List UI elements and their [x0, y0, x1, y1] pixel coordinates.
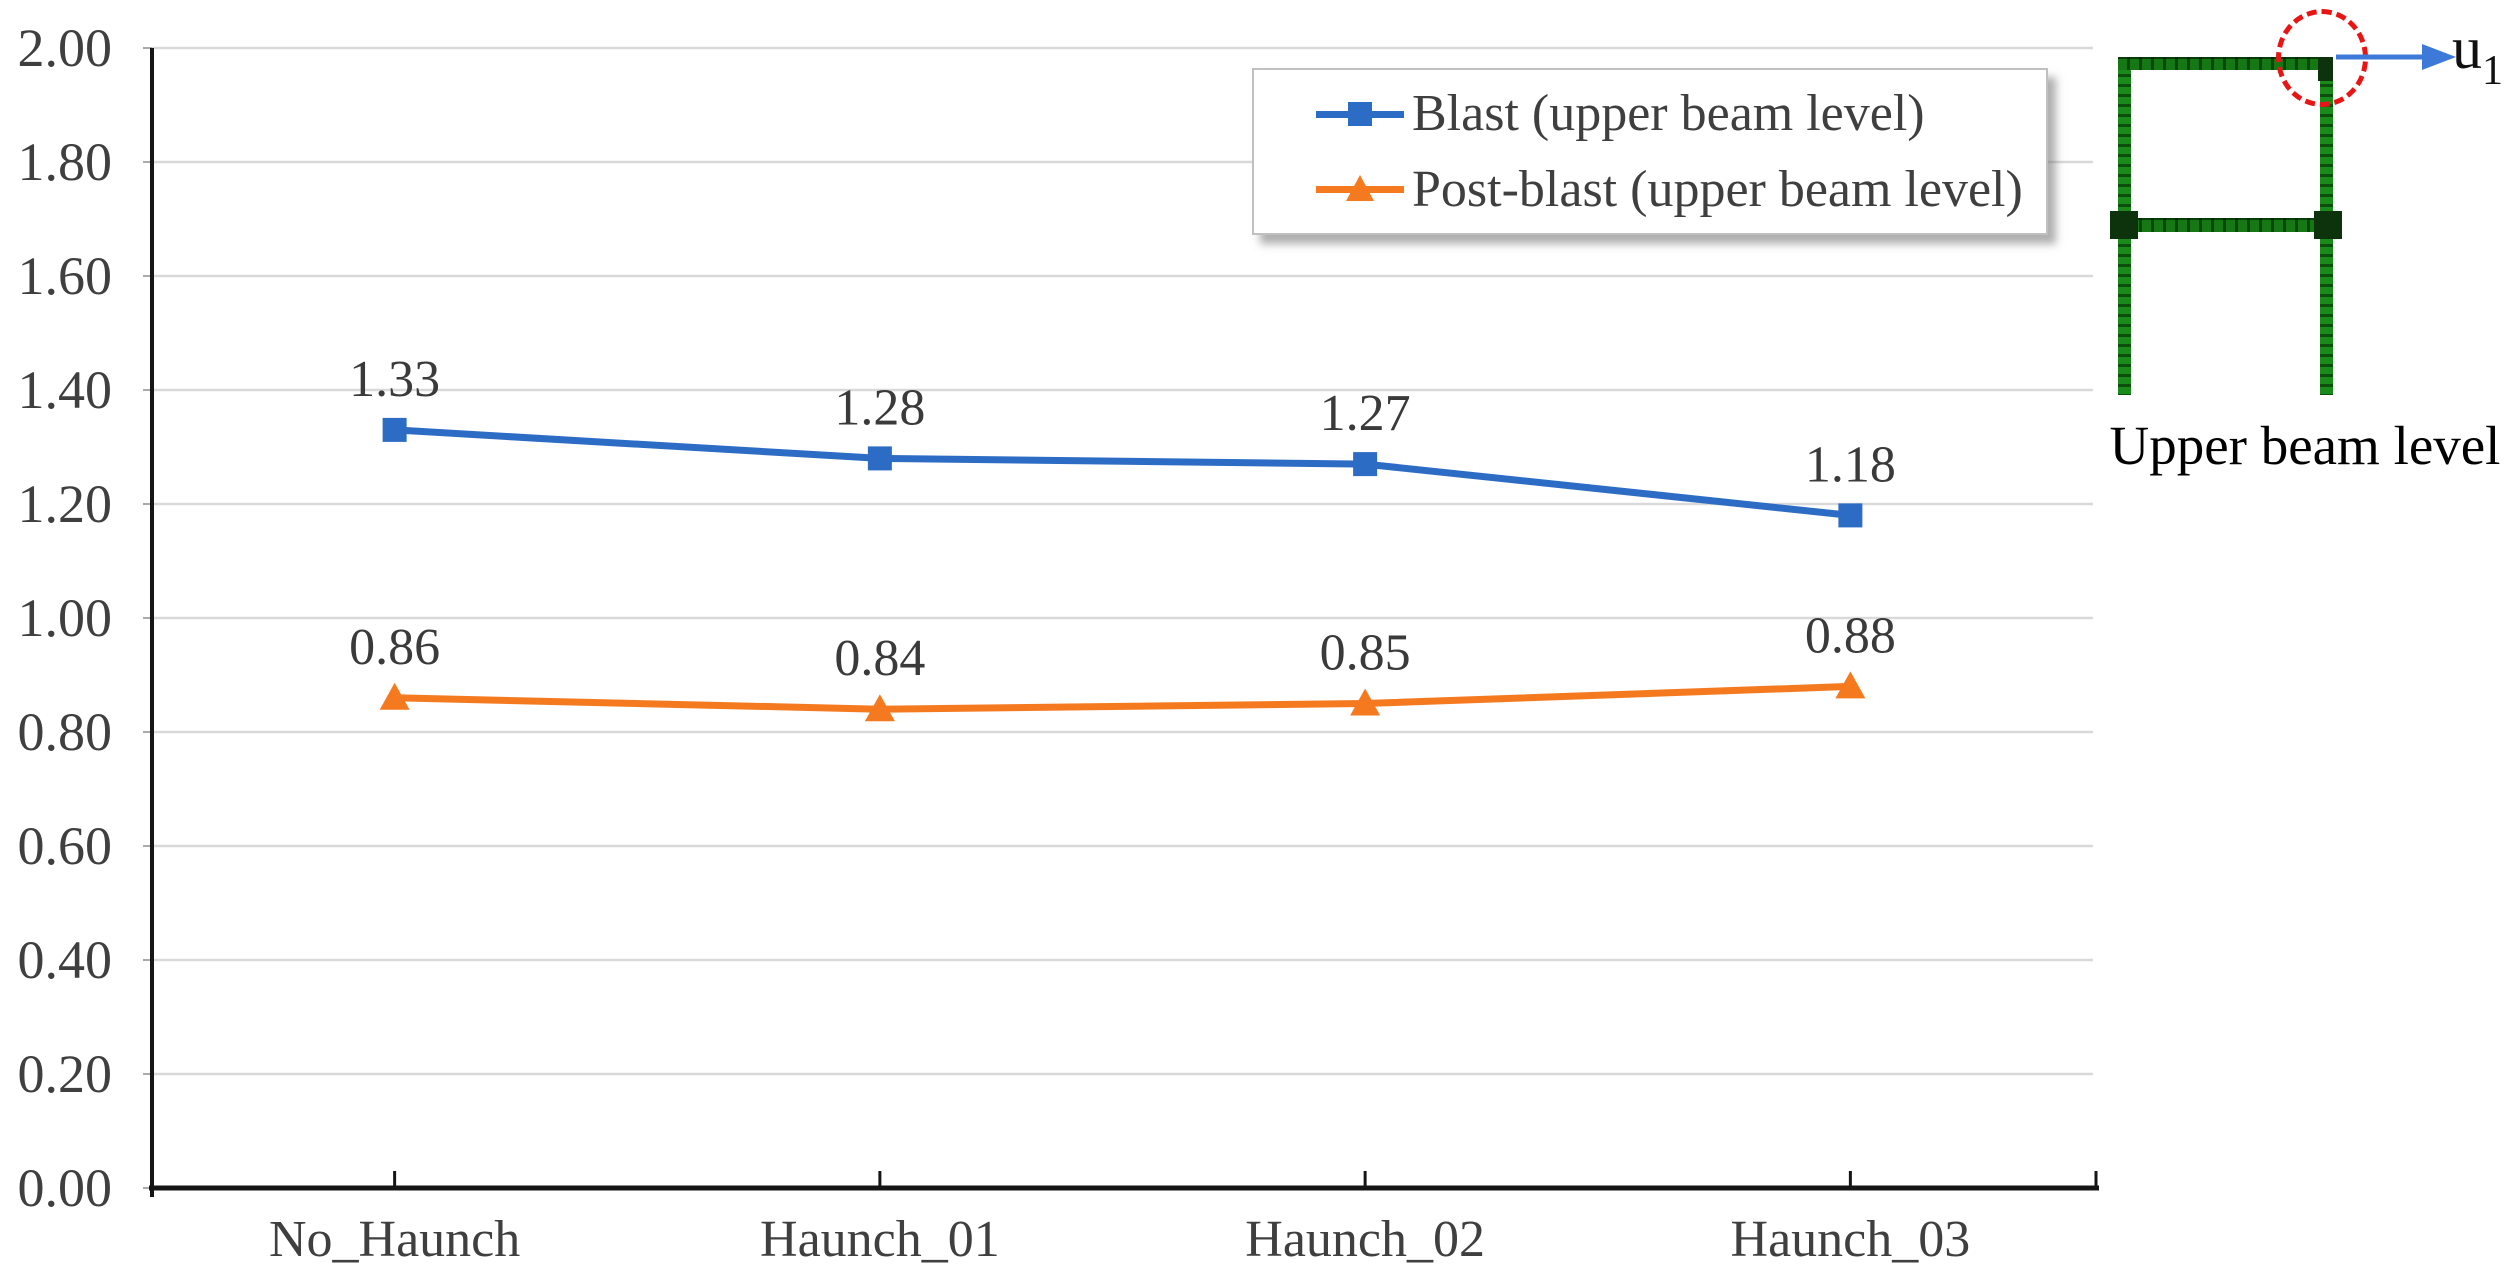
- displacement-label-subscript: 1: [2482, 48, 2503, 94]
- y-axis-tick-label: 2.00: [18, 18, 113, 78]
- square-marker-icon: [867, 446, 892, 471]
- frame-joint: [2110, 211, 2138, 239]
- square-marker-icon: [382, 417, 407, 442]
- data-label: 1.27: [1320, 385, 1411, 442]
- frame-joint: [2314, 211, 2342, 239]
- legend-item-blast: Blast (upper beam level): [1316, 84, 2046, 143]
- legend-label-post-blast: Post-blast (upper beam level): [1412, 160, 2023, 218]
- square-marker-icon: [1838, 503, 1863, 528]
- data-label: 0.84: [834, 630, 925, 687]
- triangle-marker-icon: [1350, 688, 1381, 716]
- data-label: 0.85: [1320, 625, 1411, 682]
- y-axis-tick-label: 0.40: [18, 930, 113, 990]
- y-axis-tick-label: 1.80: [18, 132, 113, 192]
- displacement-label: u1: [2452, 14, 2503, 92]
- data-label: 1.28: [834, 379, 925, 436]
- legend-line-triangle-marker-icon: [1316, 174, 1404, 204]
- displacement-label-base: u: [2452, 15, 2482, 81]
- data-label: 0.86: [349, 619, 440, 676]
- legend-label-blast: Blast (upper beam level): [1412, 85, 1925, 143]
- displacement-arrow-icon: [2336, 44, 2456, 70]
- frame-upper-beam: [2118, 57, 2333, 70]
- x-axis-tick-label: Haunch_01: [760, 1211, 1000, 1268]
- square-marker-icon: [1353, 452, 1378, 477]
- chart-legend: Blast (upper beam level) Post-blast (upp…: [1252, 68, 2048, 235]
- y-axis-tick-label: 1.60: [18, 246, 113, 306]
- x-axis-tick-label: Haunch_02: [1245, 1211, 1485, 1268]
- data-label: 1.18: [1805, 436, 1896, 493]
- y-axis-tick-label: 1.40: [18, 360, 113, 420]
- frame-inset-diagram: u1 Upper beam level: [2090, 0, 2520, 500]
- series-line: [391, 426, 1854, 519]
- x-axis-tick-label: No_Haunch: [269, 1211, 520, 1268]
- triangle-marker-icon: [1835, 671, 1866, 699]
- frame-middle-beam: [2118, 218, 2333, 232]
- y-axis-tick-label: 1.20: [18, 474, 113, 534]
- data-label: 1.33: [349, 351, 440, 408]
- y-axis-tick-label: 0.80: [18, 702, 113, 762]
- y-axis-tick-label: 0.60: [18, 816, 113, 876]
- triangle-marker-icon: [864, 694, 895, 722]
- series-line: [391, 682, 1854, 713]
- y-axis-tick-label: 0.20: [18, 1044, 113, 1104]
- x-axis-tick-label: Haunch_03: [1731, 1211, 1971, 1268]
- data-label: 0.88: [1805, 607, 1896, 664]
- legend-line-square-marker-icon: [1316, 99, 1404, 129]
- inset-caption: Upper beam level: [2109, 415, 2501, 476]
- triangle-marker-icon: [379, 682, 410, 710]
- y-axis-tick-label: 0.00: [18, 1158, 113, 1218]
- legend-item-post-blast: Post-blast (upper beam level): [1316, 160, 2046, 219]
- y-axis-tick-label: 1.00: [18, 588, 113, 648]
